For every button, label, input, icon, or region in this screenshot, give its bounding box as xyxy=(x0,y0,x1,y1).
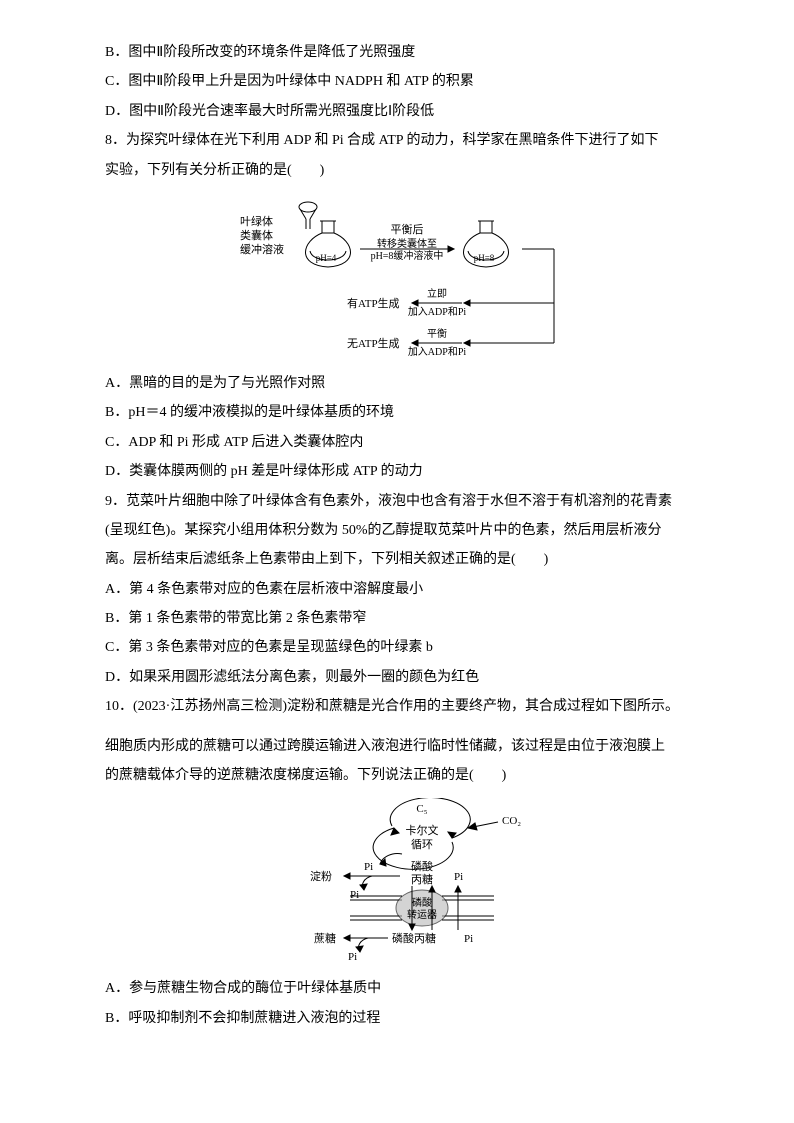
q9-stem-2: (呈现红色)。某探究小组用体积分数为 50%的乙醇提取苋菜叶片中的色素，然后用层… xyxy=(105,516,699,545)
svg-text:淀粉: 淀粉 xyxy=(310,869,332,883)
svg-text:平衡后: 平衡后 xyxy=(391,223,424,236)
option-d: D．图中Ⅱ阶段光合速率最大时所需光照强度比Ⅰ阶段低 xyxy=(105,97,699,126)
svg-text:有ATP生成: 有ATP生成 xyxy=(347,296,400,310)
svg-text:叶绿体: 叶绿体 xyxy=(240,214,273,228)
q8-option-b: B．pH＝4 的缓冲液模拟的是叶绿体基质的环境 xyxy=(105,398,699,427)
svg-text:Pi: Pi xyxy=(464,933,473,945)
q10-option-a: A．参与蔗糖生物合成的酶位于叶绿体基质中 xyxy=(105,974,699,1003)
diagram-10-svg: C₅ 卡尔文 循环 CO₂ 磷酸 丙糖 Pi 淀粉 Pi Pi xyxy=(272,798,532,968)
q9-stem-3: 离。层析结束后滤纸条上色素带由上到下，下列相关叙述正确的是( ) xyxy=(105,545,699,574)
figure-10: C₅ 卡尔文 循环 CO₂ 磷酸 丙糖 Pi 淀粉 Pi Pi xyxy=(105,798,699,968)
spacer xyxy=(105,722,699,732)
svg-text:磷酸: 磷酸 xyxy=(412,896,432,909)
svg-text:蔗糖: 蔗糖 xyxy=(314,931,336,945)
figure-8: pH=4 叶绿体 类囊体 缓冲溶液 平衡后 转移类囊体至 pH=8缓冲溶液中 p… xyxy=(105,193,699,363)
q8-stem-1: 8．为探究叶绿体在光下利用 ADP 和 Pi 合成 ATP 的动力，科学家在黑暗… xyxy=(105,126,699,155)
q9-option-b: B．第 1 条色素带的带宽比第 2 条色素带窄 xyxy=(105,604,699,633)
q10-stem-2: 细胞质内形成的蔗糖可以通过跨膜运输进入液泡进行临时性储藏，该过程是由位于液泡膜上 xyxy=(105,732,699,761)
svg-text:丙糖: 丙糖 xyxy=(411,872,433,886)
q10-stem-3: 的蔗糖载体介导的逆蔗糖浓度梯度运输。下列说法正确的是( ) xyxy=(105,761,699,790)
svg-text:pH=8: pH=8 xyxy=(474,253,495,263)
svg-text:平衡: 平衡 xyxy=(427,328,447,340)
svg-text:CO₂: CO₂ xyxy=(502,815,521,827)
svg-text:转移类囊体至: 转移类囊体至 xyxy=(377,237,437,250)
option-b: B．图中Ⅱ阶段所改变的环境条件是降低了光照强度 xyxy=(105,38,699,67)
svg-text:类囊体: 类囊体 xyxy=(240,228,273,242)
q10-option-b: B．呼吸抑制剂不会抑制蔗糖进入液泡的过程 xyxy=(105,1004,699,1033)
q8-option-c: C．ADP 和 Pi 形成 ATP 后进入类囊体腔内 xyxy=(105,428,699,457)
q8-option-d: D．类囊体膜两侧的 pH 差是叶绿体形成 ATP 的动力 xyxy=(105,457,699,486)
svg-text:卡尔文: 卡尔文 xyxy=(406,823,439,837)
svg-text:无ATP生成: 无ATP生成 xyxy=(347,336,400,350)
svg-text:加入ADP和Pi: 加入ADP和Pi xyxy=(408,306,467,318)
svg-text:pH=4: pH=4 xyxy=(316,253,337,263)
svg-text:磷酸丙糖: 磷酸丙糖 xyxy=(392,931,436,945)
svg-text:立即: 立即 xyxy=(427,287,447,300)
q9-option-c: C．第 3 条色素带对应的色素是呈现蓝绿色的叶绿素 b xyxy=(105,633,699,662)
svg-text:Pi: Pi xyxy=(454,871,463,883)
q10-stem-1: 10．(2023·江苏扬州高三检测)淀粉和蔗糖是光合作用的主要终产物，其合成过程… xyxy=(105,692,699,721)
svg-text:pH=8缓冲溶液中: pH=8缓冲溶液中 xyxy=(371,249,444,262)
q9-option-a: A．第 4 条色素带对应的色素在层析液中溶解度最小 xyxy=(105,575,699,604)
option-c: C．图中Ⅱ阶段甲上升是因为叶绿体中 NADPH 和 ATP 的积累 xyxy=(105,67,699,96)
svg-text:C₅: C₅ xyxy=(416,803,427,815)
diagram-8-svg: pH=4 叶绿体 类囊体 缓冲溶液 平衡后 转移类囊体至 pH=8缓冲溶液中 p… xyxy=(232,193,572,363)
svg-text:Pi: Pi xyxy=(348,951,357,963)
svg-text:磷酸: 磷酸 xyxy=(411,859,433,873)
svg-text:加入ADP和Pi: 加入ADP和Pi xyxy=(408,346,467,358)
svg-text:循环: 循环 xyxy=(411,838,433,851)
svg-text:Pi: Pi xyxy=(364,861,373,873)
q9-option-d: D．如果采用圆形滤纸法分离色素，则最外一圈的颜色为红色 xyxy=(105,663,699,692)
svg-text:缓冲溶液: 缓冲溶液 xyxy=(240,242,284,256)
q8-option-a: A．黑暗的目的是为了与光照作对照 xyxy=(105,369,699,398)
q9-stem-1: 9．苋菜叶片细胞中除了叶绿体含有色素外，液泡中也含有溶于水但不溶于有机溶剂的花青… xyxy=(105,487,699,516)
q8-stem-2: 实验，下列有关分析正确的是( ) xyxy=(105,156,699,185)
svg-text:Pi: Pi xyxy=(350,889,359,901)
